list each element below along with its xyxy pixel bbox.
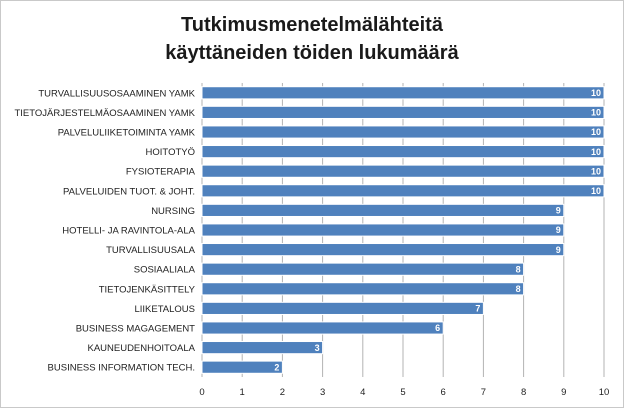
bars bbox=[201, 86, 605, 374]
bar bbox=[201, 164, 605, 178]
data-label: 10 bbox=[591, 166, 601, 176]
data-label: 9 bbox=[556, 225, 561, 235]
x-tick-label: 1 bbox=[240, 387, 245, 398]
x-tick-label: 4 bbox=[360, 387, 365, 398]
x-tick-label: 10 bbox=[599, 387, 610, 398]
category-label: SOSIAALIALA bbox=[134, 265, 196, 276]
bar bbox=[201, 105, 605, 119]
category-label: BUSINESS MAGAGEMENT bbox=[76, 324, 195, 335]
bar bbox=[201, 243, 565, 257]
data-label: 7 bbox=[475, 304, 480, 314]
bar bbox=[201, 282, 525, 296]
x-tick-label: 9 bbox=[561, 387, 566, 398]
x-tick-label: 0 bbox=[199, 387, 204, 398]
x-tick-label: 8 bbox=[521, 387, 526, 398]
x-tick-labels: 0 1 2 3 4 5 6 7 8 9 10 bbox=[199, 387, 609, 398]
category-label: PALVELULIIKETOIMINTA YAMK bbox=[58, 128, 196, 139]
data-label: 9 bbox=[556, 245, 561, 255]
category-label: TIETOJÄRJESTELMÄOSAAMINEN YAMK bbox=[14, 108, 195, 119]
data-label: 10 bbox=[591, 147, 601, 157]
category-label: NURSING bbox=[151, 206, 195, 217]
data-label: 10 bbox=[591, 127, 601, 137]
x-tick-label: 2 bbox=[280, 387, 285, 398]
bar bbox=[201, 203, 565, 217]
category-label: KAUNEUDENHOITOALA bbox=[87, 343, 195, 354]
data-label: 3 bbox=[315, 343, 320, 353]
category-label: FYSIOTERAPIA bbox=[126, 167, 196, 178]
category-label: HOTELLI- JA RAVINTOLA-ALA bbox=[62, 226, 195, 237]
bar bbox=[201, 125, 605, 139]
x-tick-label: 6 bbox=[441, 387, 446, 398]
data-label: 2 bbox=[274, 362, 279, 372]
bar bbox=[201, 86, 605, 100]
category-label: TURVALLISUUSOSAAMINEN YAMK bbox=[38, 88, 195, 99]
chart-title: Tutkimusmenetelmälähteitä käyttäneiden t… bbox=[165, 14, 459, 64]
bar bbox=[201, 360, 283, 374]
category-label: PALVELUIDEN TUOT. & JOHT. bbox=[63, 186, 195, 197]
category-label: TURVALLISUUSALA bbox=[106, 245, 196, 256]
x-tick-label: 7 bbox=[481, 387, 486, 398]
data-label: 9 bbox=[556, 206, 561, 216]
x-tick-label: 3 bbox=[320, 387, 325, 398]
data-label: 10 bbox=[591, 88, 601, 98]
bar bbox=[201, 184, 605, 198]
data-labels: 10 10 10 10 10 10 9 9 9 8 8 7 6 3 2 bbox=[274, 88, 601, 372]
data-label: 8 bbox=[516, 264, 521, 274]
bar bbox=[201, 321, 444, 335]
data-label: 8 bbox=[516, 284, 521, 294]
bar bbox=[201, 262, 525, 276]
category-label: LIIKETALOUS bbox=[134, 304, 195, 315]
bar bbox=[201, 145, 605, 159]
category-labels: TURVALLISUUSOSAAMINEN YAMK TIETOJÄRJESTEL… bbox=[14, 88, 195, 373]
bar bbox=[201, 301, 484, 315]
category-label: HOITOTYÖ bbox=[146, 147, 195, 158]
bar bbox=[201, 223, 565, 237]
x-tick-label: 5 bbox=[400, 387, 405, 398]
category-label: BUSINESS INFORMATION TECH. bbox=[48, 363, 195, 374]
data-label: 6 bbox=[435, 323, 440, 333]
data-label: 10 bbox=[591, 108, 601, 118]
bar bbox=[201, 341, 324, 355]
category-label: TIETOJENKÄSITTELY bbox=[99, 284, 196, 295]
data-label: 10 bbox=[591, 186, 601, 196]
